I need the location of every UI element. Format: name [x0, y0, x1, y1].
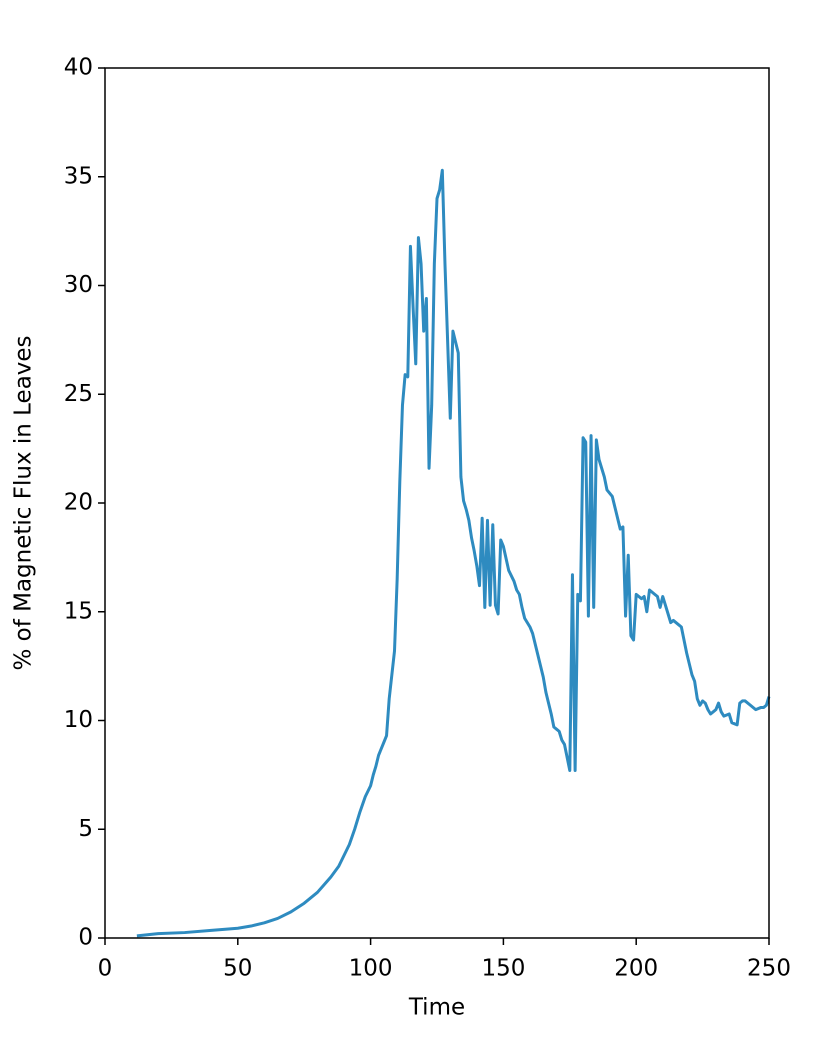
- y-tick-label: 35: [64, 163, 93, 189]
- x-tick-label: 0: [98, 956, 113, 982]
- y-tick-label: 5: [78, 816, 93, 842]
- plot-frame: [104, 67, 770, 939]
- x-tick-label: 150: [481, 956, 525, 982]
- y-axis-label: % of Magnetic Flux in Leaves: [11, 335, 37, 670]
- x-tick-label: 200: [614, 956, 658, 982]
- y-tick-label: 0: [78, 925, 93, 951]
- y-tick-label: 30: [64, 272, 93, 298]
- line: [136, 168, 771, 938]
- y-tick-label: 40: [64, 55, 93, 81]
- x-tick-label: 250: [747, 956, 791, 982]
- x-tick-label: 100: [349, 956, 393, 982]
- y-tick-label: 10: [64, 707, 93, 733]
- x-axis-label: Time: [408, 995, 465, 1021]
- y-tick-label: 15: [64, 598, 93, 624]
- x-tick-label: 50: [223, 956, 252, 982]
- y-tick-label: 25: [64, 381, 93, 407]
- y-tick-label: 20: [64, 490, 93, 516]
